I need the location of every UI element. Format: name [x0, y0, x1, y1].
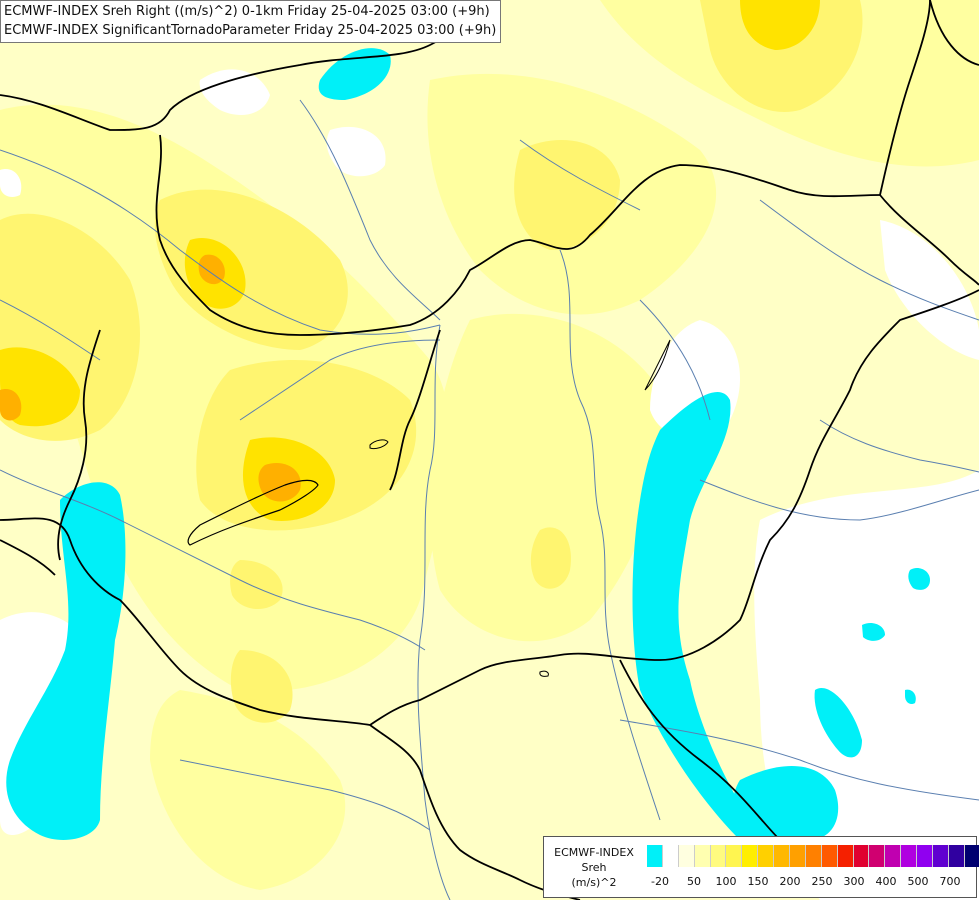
legend-tick-label: 50 [687, 875, 701, 888]
legend-variable: Sreh [581, 861, 607, 874]
legend-swatch [678, 845, 695, 867]
legend-color-bar [647, 845, 979, 867]
legend-swatch [901, 845, 918, 867]
legend-swatch [917, 845, 934, 867]
legend-swatch [805, 845, 822, 867]
legend-swatch [964, 845, 979, 867]
legend-tick-label: 300 [843, 875, 865, 888]
map-title-line-2: ECMWF-INDEX SignificantTornadoParameter … [4, 23, 497, 38]
legend-swatch [758, 845, 775, 867]
legend-swatch [885, 845, 902, 867]
legend-swatch [869, 845, 886, 867]
legend-swatch [933, 845, 949, 867]
legend-tick-label: -20 [651, 875, 669, 888]
map-title-box: ECMWF-INDEX Sreh Right ((m/s)^2) 0-1km F… [0, 0, 502, 43]
legend-label: ECMWF-INDEX Sreh (m/s)^2 [548, 845, 640, 890]
legend-swatch [710, 845, 727, 867]
legend-swatch [742, 845, 759, 867]
legend-swatch [853, 845, 870, 867]
sreh-field-gold [0, 0, 820, 521]
legend-tick-label: 200 [779, 875, 801, 888]
legend-swatch [948, 845, 965, 867]
legend-tick-label: 400 [875, 875, 897, 888]
color-legend: ECMWF-INDEX Sreh (m/s)^2 -20 50 100 150 200 2… [543, 836, 979, 898]
legend-swatch [647, 845, 663, 867]
legend-tick-label: 250 [811, 875, 833, 888]
legend-tick-label: 150 [747, 875, 769, 888]
rivers [0, 99, 979, 900]
legend-title: ECMWF-INDEX [554, 846, 634, 859]
legend-swatch [694, 845, 711, 867]
legend-tick-label: 100 [715, 875, 737, 888]
sreh-field-yellow [0, 0, 863, 723]
legend-swatch [774, 845, 791, 867]
legend-tick-label: 700 [939, 875, 961, 888]
legend-swatch [837, 845, 854, 867]
legend-unit: (m/s)^2 [571, 876, 617, 889]
legend-swatch [790, 845, 806, 867]
legend-swatch [662, 845, 679, 867]
legend-swatch [726, 845, 743, 867]
legend-tick-label: 500 [907, 875, 929, 888]
legend-swatch [821, 845, 838, 867]
map-title-line-1: ECMWF-INDEX Sreh Right ((m/s)^2) 0-1km F… [4, 4, 490, 19]
